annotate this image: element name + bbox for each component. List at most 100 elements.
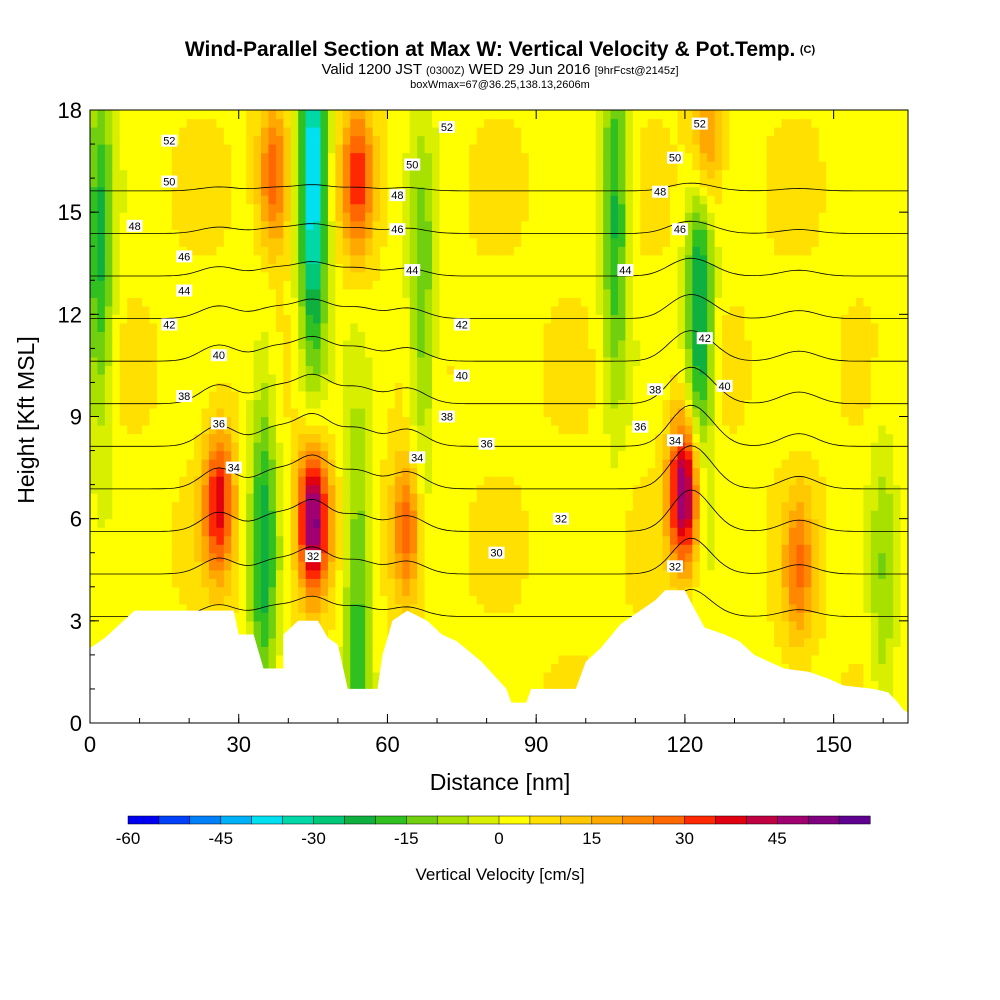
- velocity-cell: [580, 459, 589, 469]
- velocity-cell: [551, 331, 560, 341]
- velocity-cell: [253, 237, 262, 247]
- velocity-cell: [268, 654, 277, 664]
- velocity-cell: [380, 161, 389, 171]
- velocity-cell: [350, 246, 359, 256]
- velocity-cell: [476, 288, 485, 298]
- velocity-cell: [365, 237, 374, 247]
- velocity-cell: [409, 501, 418, 511]
- velocity-cell: [216, 595, 225, 605]
- velocity-cell: [327, 144, 336, 154]
- velocity-cell: [424, 186, 433, 196]
- velocity-cell: [536, 203, 545, 213]
- velocity-cell: [476, 595, 485, 605]
- velocity-cell: [246, 152, 255, 162]
- velocity-cell: [327, 629, 336, 639]
- velocity-cell: [402, 459, 411, 469]
- velocity-cell: [134, 348, 143, 358]
- velocity-cell: [231, 356, 240, 367]
- velocity-cell: [171, 212, 180, 222]
- velocity-cell: [335, 365, 344, 375]
- velocity-cell: [372, 390, 381, 401]
- velocity-cell: [327, 416, 336, 426]
- velocity-cell: [104, 169, 113, 179]
- velocity-cell: [238, 450, 247, 460]
- velocity-cell: [454, 416, 463, 426]
- velocity-cell: [380, 450, 389, 460]
- velocity-cell: [372, 535, 381, 545]
- velocity-cell: [90, 416, 99, 426]
- velocity-cell: [446, 586, 455, 596]
- velocity-cell: [365, 518, 374, 528]
- velocity-cell: [223, 348, 232, 358]
- velocity-cell: [513, 518, 522, 528]
- velocity-cell: [439, 135, 448, 145]
- velocity-cell: [119, 152, 128, 162]
- velocity-cell: [551, 339, 560, 349]
- velocity-cell: [90, 552, 99, 562]
- velocity-cell: [588, 305, 597, 315]
- velocity-cell: [499, 127, 508, 137]
- velocity-cell: [283, 484, 292, 494]
- velocity-cell: [261, 229, 270, 239]
- velocity-cell: [350, 288, 359, 298]
- velocity-cell: [112, 127, 121, 137]
- velocity-cell: [469, 339, 478, 349]
- velocity-cell: [357, 544, 366, 554]
- velocity-cell: [186, 356, 195, 367]
- velocity-cell: [313, 169, 322, 179]
- velocity-cell: [186, 144, 195, 154]
- velocity-cell: [208, 169, 218, 179]
- velocity-cell: [565, 620, 574, 630]
- velocity-cell: [223, 339, 232, 349]
- velocity-cell: [194, 459, 203, 469]
- velocity-cell: [112, 280, 121, 290]
- velocity-cell: [565, 305, 574, 315]
- velocity-cell: [290, 314, 299, 324]
- velocity-cell: [238, 407, 247, 418]
- velocity-cell: [573, 220, 582, 230]
- velocity-cell: [290, 356, 299, 367]
- velocity-cell: [469, 110, 478, 120]
- velocity-cell: [543, 169, 552, 179]
- velocity-cell: [253, 169, 262, 179]
- velocity-cell: [469, 169, 478, 179]
- velocity-cell: [350, 476, 359, 486]
- velocity-cell: [387, 322, 396, 332]
- velocity-cell: [499, 373, 508, 384]
- velocity-cell: [558, 433, 567, 443]
- velocity-cell: [164, 118, 173, 128]
- velocity-cell: [134, 467, 143, 477]
- velocity-cell: [350, 425, 359, 435]
- velocity-cell: [134, 161, 143, 171]
- velocity-cell: [387, 280, 396, 290]
- velocity-cell: [432, 544, 441, 554]
- velocity-cell: [506, 127, 515, 137]
- velocity-cell: [142, 476, 151, 486]
- velocity-cell: [142, 416, 151, 426]
- velocity-cell: [186, 569, 195, 579]
- velocity-cell: [372, 680, 381, 690]
- velocity-cell: [231, 118, 240, 128]
- velocity-cell: [595, 280, 604, 290]
- velocity-cell: [216, 229, 225, 239]
- velocity-cell: [454, 493, 463, 503]
- velocity-cell: [223, 246, 232, 256]
- velocity-cell: [223, 288, 232, 298]
- velocity-cell: [134, 382, 143, 392]
- velocity-cell: [558, 654, 567, 664]
- velocity-cell: [402, 356, 411, 367]
- velocity-cell: [119, 433, 128, 443]
- velocity-cell: [320, 501, 329, 511]
- velocity-cell: [454, 263, 463, 273]
- velocity-cell: [454, 203, 463, 213]
- velocity-cell: [499, 476, 508, 486]
- velocity-cell: [231, 144, 240, 154]
- velocity-cell: [499, 365, 508, 375]
- velocity-cell: [283, 144, 292, 154]
- velocity-cell: [201, 314, 210, 324]
- velocity-cell: [119, 263, 128, 273]
- velocity-cell: [275, 442, 284, 452]
- velocity-cell: [558, 578, 567, 588]
- velocity-cell: [142, 365, 151, 375]
- velocity-cell: [104, 450, 113, 460]
